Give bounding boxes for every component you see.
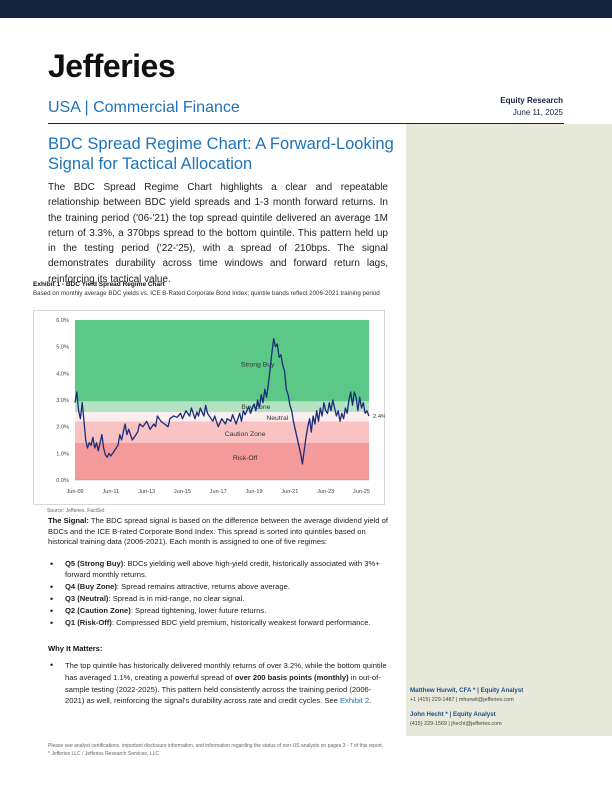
regime-desc: : Spread is in mid-range, no clear signa… xyxy=(108,593,245,603)
report-title: BDC Spread Regime Chart: A Forward-Looki… xyxy=(48,135,394,173)
signal-label: The Signal: xyxy=(48,516,89,525)
band-label: Strong Buy xyxy=(241,362,275,369)
exhibit-source: Source: Jefferies, FactSet xyxy=(47,508,105,514)
regime-desc: : Spread tightening, lower future return… xyxy=(130,605,267,615)
regime-list: • Q5 (Strong Buy): BDCs yielding well abo… xyxy=(48,559,388,630)
regime-name: Q3 (Neutral) xyxy=(65,593,109,603)
regime-name: Q5 (Strong Buy) xyxy=(65,559,124,568)
report-type: Equity Research xyxy=(500,96,563,105)
band-label: Risk-Off xyxy=(233,455,258,462)
analyst-contact[interactable]: +1 (415) 229-1487 | mhurwit@jefferies.co… xyxy=(410,697,514,703)
why-heading: Why It Matters: xyxy=(48,644,103,653)
x-tick-label: Jun-11 xyxy=(102,489,119,495)
report-date: June 11, 2025 xyxy=(512,108,563,117)
x-tick-label: Jun-09 xyxy=(66,489,83,495)
exhibit-subtitle: Based on monthly average BDC yields vs. … xyxy=(33,290,380,297)
division-title: USA | Commercial Finance xyxy=(48,99,240,116)
y-tick-label: 4.0% xyxy=(56,371,69,377)
spread-series-line xyxy=(74,338,370,465)
bullet-icon: • xyxy=(50,605,54,616)
why-text-a: The top quintile has historically delive… xyxy=(65,661,387,682)
bullet-icon: • xyxy=(50,617,54,628)
regime-item: • Q4 (Buy Zone): Spread remains attractiv… xyxy=(48,582,388,593)
y-tick-label: 0.0% xyxy=(56,478,69,484)
bullet-icon: • xyxy=(50,559,54,569)
x-tick-label: Jun-13 xyxy=(138,489,155,495)
why-text-b: in out-of-sample testing (2022-2025). Th… xyxy=(65,672,381,706)
regime-band xyxy=(75,412,369,422)
x-tick-label: Jun-17 xyxy=(210,489,227,495)
jefferies-logo: Jefferies xyxy=(48,48,176,84)
regime-desc: : Spread remains attractive, returns abo… xyxy=(116,581,290,591)
bullet-icon: • xyxy=(50,593,54,604)
y-tick-label: 2.0% xyxy=(56,425,69,431)
x-tick-label: Jun-23 xyxy=(317,489,334,495)
analyst-name: John Hecht * | Equity Analyst xyxy=(410,711,496,718)
y-tick-label: 3.0% xyxy=(56,398,69,404)
analyst-name: Matthew Hurwit, CFA * | Equity Analyst xyxy=(410,687,524,694)
regime-desc: : BDCs yielding well above high-yield cr… xyxy=(65,559,380,579)
regime-band xyxy=(75,401,369,412)
signal-text: The BDC spread signal is based on the di… xyxy=(48,516,388,546)
y-tick-label: 5.0% xyxy=(56,345,69,351)
regime-name: Q4 (Buy Zone) xyxy=(65,581,117,591)
regime-band xyxy=(75,320,369,402)
y-tick-label: 1.0% xyxy=(56,451,69,457)
regime-item: • Q1 (Risk-Off): Compressed BDC yield pre… xyxy=(48,618,388,629)
why-text-bold: over 200 basis points (monthly) xyxy=(234,672,349,682)
regime-name: Q2 (Caution Zone) xyxy=(65,605,131,615)
x-tick-label: Jun-25 xyxy=(353,489,370,495)
why-text-c: . xyxy=(369,696,372,706)
y-tick-label: 6.0% xyxy=(56,318,69,324)
regime-item: • Q2 (Caution Zone): Spread tightening, l… xyxy=(48,606,388,617)
top-bar xyxy=(0,0,612,18)
disclaimer-line: Please see analyst certifications, impor… xyxy=(48,743,384,749)
last-value-label: 2.4% xyxy=(373,414,385,420)
regime-item: • Q5 (Strong Buy): BDCs yielding well abo… xyxy=(48,559,388,580)
signal-paragraph: The Signal: The BDC spread signal is bas… xyxy=(48,516,388,548)
bullet-icon: • xyxy=(50,581,54,592)
regime-item: • Q3 (Neutral): Spread is in mid-range, n… xyxy=(48,594,388,605)
x-tick-label: Jun-21 xyxy=(281,489,298,495)
exhibit-title: Exhibit 1 - BDC Yield Spread Regime Char… xyxy=(33,281,165,288)
regime-name: Q1 (Risk-Off) xyxy=(65,617,112,627)
band-label: Neutral xyxy=(266,415,288,422)
exhibit-2-link[interactable]: Exhibit 2 xyxy=(339,696,370,706)
band-label: Caution Zone xyxy=(225,431,266,438)
analyst-contact[interactable]: (415) 229-1569 | jhecht@jefferies.com xyxy=(410,721,502,727)
sidebar-panel xyxy=(406,124,612,736)
header-divider xyxy=(48,123,564,124)
bullet-icon: • xyxy=(50,660,54,670)
regime-desc: : Compressed BDC yield premium, historic… xyxy=(111,617,371,627)
x-tick-label: Jun-19 xyxy=(245,489,262,495)
why-paragraph: • The top quintile has historically deliv… xyxy=(48,660,388,707)
disclaimer-line: * Jefferies LLC / Jefferies Research Ser… xyxy=(48,751,159,757)
regime-band xyxy=(75,442,369,480)
x-tick-label: Jun-15 xyxy=(174,489,191,495)
intro-paragraph: The BDC Spread Regime Chart highlights a… xyxy=(48,182,388,285)
